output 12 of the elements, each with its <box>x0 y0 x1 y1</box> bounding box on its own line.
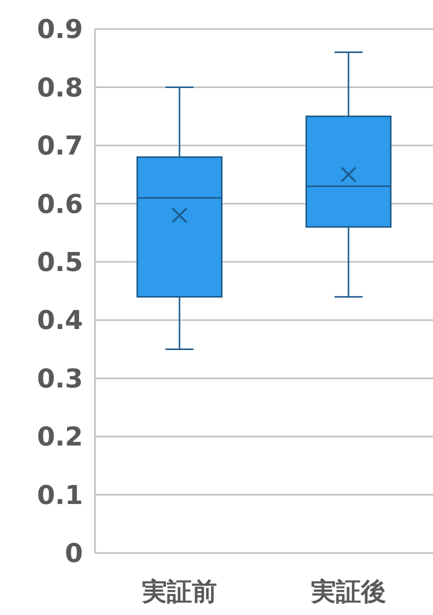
y-tick-label: 0.6 <box>36 190 83 220</box>
y-tick-label: 0.1 <box>36 480 83 511</box>
y-tick-label: 0.7 <box>36 132 83 162</box>
y-tick-label: 0 <box>64 539 83 570</box>
y-tick-label: 0.5 <box>36 248 83 278</box>
x-tick-label: 実証後 <box>310 577 386 606</box>
y-tick-label: 0.2 <box>36 422 83 453</box>
y-tick-label: 0.4 <box>36 306 83 336</box>
x-tick-label: 実証前 <box>141 577 217 606</box>
y-tick-label: 0.3 <box>36 364 83 394</box>
y-tick-label: 0.8 <box>36 73 83 104</box>
y-tick-label: 0.9 <box>36 15 83 46</box>
